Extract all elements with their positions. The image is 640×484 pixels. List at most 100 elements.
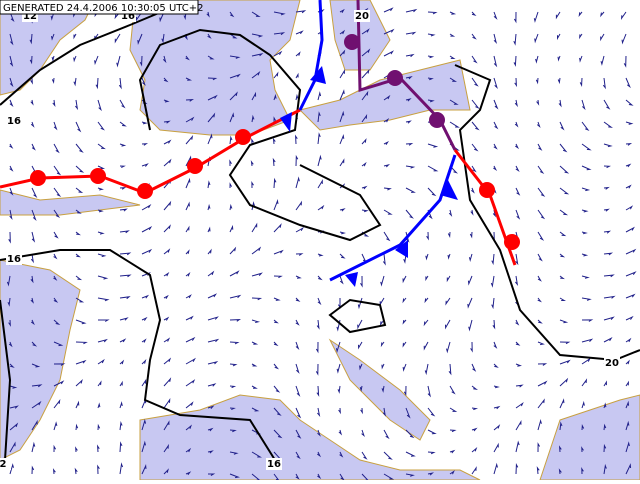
wind-arrow <box>493 442 499 453</box>
wind-arrow <box>295 341 300 350</box>
wind-arrow <box>53 399 61 409</box>
wind-arrow <box>445 319 451 330</box>
wind-arrow <box>52 99 56 108</box>
wind-arrow <box>558 468 562 475</box>
wind-arrow <box>273 407 282 416</box>
wind-arrow <box>427 472 434 476</box>
wind-arrow <box>579 55 583 63</box>
wind-arrow <box>515 143 520 150</box>
isobar-labels: 12 16 20 16 16 20 2 16 <box>0 10 620 470</box>
wind-arrow <box>97 423 101 431</box>
wind-arrow <box>493 405 501 410</box>
wind-arrow <box>515 384 524 388</box>
wind-arrow <box>405 8 418 13</box>
wind-arrow <box>513 11 517 24</box>
wind-arrow <box>141 226 153 233</box>
wind-arrow <box>119 380 123 387</box>
wind-arrow <box>559 377 569 387</box>
wind-arrow <box>581 165 592 171</box>
wind-arrow <box>603 443 607 453</box>
wind-arrow <box>251 341 259 345</box>
wind-arrow <box>515 462 519 475</box>
wind-arrow <box>207 293 218 299</box>
wind-arrow <box>119 359 125 365</box>
wind-arrow <box>30 121 35 128</box>
wind-arrow <box>31 419 38 431</box>
wind-arrow <box>207 383 217 387</box>
wind-arrow <box>207 450 214 454</box>
wind-arrow <box>317 111 321 123</box>
wind-arrow <box>229 203 233 211</box>
wind-arrow <box>141 143 149 146</box>
wind-arrow <box>625 293 636 299</box>
wind-arrow <box>449 429 457 433</box>
wind-arrow <box>273 50 283 57</box>
wind-arrow <box>73 55 77 63</box>
wind-arrow <box>317 407 321 417</box>
wind-arrow <box>625 359 630 365</box>
wind-arrow <box>405 76 413 80</box>
isobar-label: 16 <box>121 11 135 22</box>
wind-arrow <box>317 154 322 167</box>
wind-arrow <box>207 133 213 145</box>
wind-arrow <box>493 33 498 45</box>
wind-arrow <box>471 446 478 453</box>
wind-arrow <box>75 143 84 153</box>
wind-arrow <box>295 226 305 233</box>
wind-arrow <box>75 341 88 345</box>
wind-arrow <box>207 77 218 81</box>
wind-arrow <box>383 209 393 215</box>
wind-arrow <box>339 89 345 101</box>
wind-arrow <box>9 363 15 368</box>
wind-arrow <box>402 319 407 325</box>
wind-arrow <box>579 33 583 40</box>
wind-arrow <box>163 139 172 145</box>
wind-arrow <box>383 231 391 242</box>
isobar <box>0 0 191 106</box>
wind-arrow <box>625 142 633 146</box>
wind-arrow <box>537 143 543 151</box>
wind-arrow <box>559 121 565 131</box>
wind-arrow <box>163 200 172 211</box>
wind-arrow <box>8 231 11 244</box>
wind-arrow <box>97 143 106 150</box>
wind-arrow <box>207 180 211 189</box>
wind-arrow <box>75 275 83 281</box>
wind-arrow <box>361 90 369 101</box>
wind-arrow <box>53 297 59 303</box>
wind-arrow <box>361 138 367 145</box>
wind-arrow <box>31 441 36 453</box>
wind-arrow <box>73 33 77 40</box>
wind-arrow <box>339 275 344 285</box>
wind-arrow <box>185 401 194 409</box>
wind-arrow <box>470 209 474 216</box>
wind-arrow <box>515 319 520 326</box>
wind-arrow <box>185 225 190 233</box>
wind-arrow <box>8 341 13 348</box>
wind-arrow <box>603 252 614 256</box>
wind-arrow <box>339 133 345 145</box>
wind-arrow <box>536 121 541 129</box>
wind-arrow <box>114 33 121 44</box>
wind-arrow <box>471 466 477 475</box>
wind-arrow <box>31 143 36 151</box>
wind-arrow <box>163 377 172 387</box>
wind-arrow <box>493 99 499 110</box>
wind-arrow <box>75 99 79 111</box>
wind-arrow <box>359 385 363 392</box>
wind-arrow <box>402 297 407 304</box>
wind-arrow <box>31 341 38 347</box>
label-box <box>6 115 22 127</box>
wind-arrow <box>229 451 239 455</box>
wind-arrow <box>625 420 630 431</box>
wind-arrow <box>602 77 606 90</box>
wind-arrow <box>537 165 545 174</box>
wind-arrow <box>207 248 212 255</box>
isobar <box>0 299 12 461</box>
wind-arrow <box>185 357 196 365</box>
warm-symbol <box>187 158 203 174</box>
wind-arrow <box>53 444 57 453</box>
wind-arrow <box>97 380 102 387</box>
wind-arrow <box>581 297 592 301</box>
wind-arrow <box>95 77 99 90</box>
